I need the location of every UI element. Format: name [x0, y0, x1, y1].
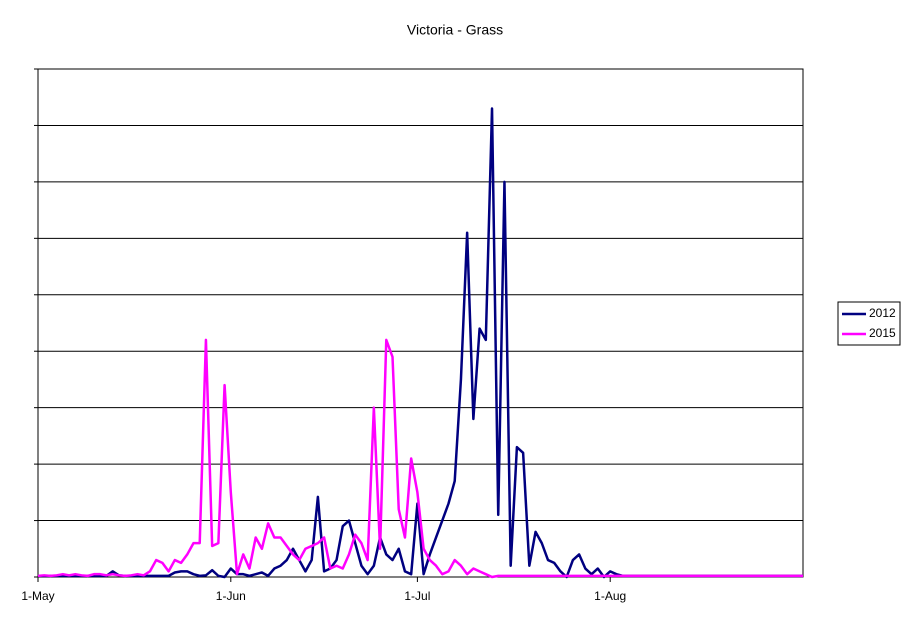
- legend-label: 2015: [869, 326, 896, 340]
- plot-frame: [37, 68, 804, 578]
- x-tick-label: 1-Jun: [216, 589, 246, 603]
- series-line: [38, 107, 803, 579]
- chart-title: Victoria - Grass: [407, 22, 503, 38]
- series-line: [37, 338, 803, 579]
- legend-box: [837, 301, 901, 346]
- x-tick-label: 1-Jul: [404, 589, 430, 603]
- legend-label: 2012: [869, 306, 896, 320]
- x-tick-label: 1-Aug: [594, 589, 626, 603]
- x-tick-label: 1-May: [21, 589, 54, 603]
